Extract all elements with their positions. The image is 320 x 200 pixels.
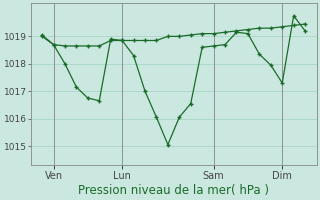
X-axis label: Pression niveau de la mer( hPa ): Pression niveau de la mer( hPa ) (78, 184, 269, 197)
